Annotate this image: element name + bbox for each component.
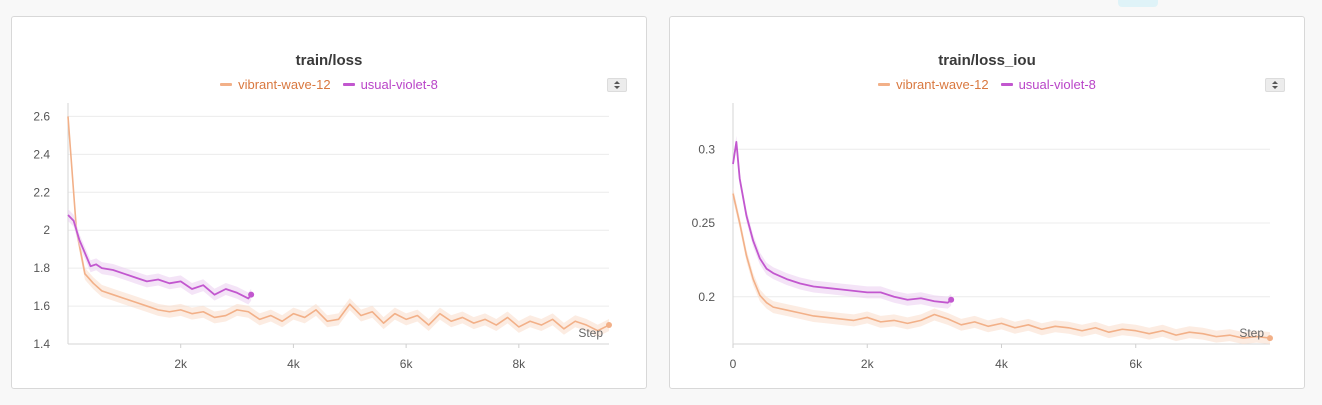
y-tick-label: 1.4 bbox=[33, 337, 50, 351]
series-end-point bbox=[248, 291, 255, 298]
y-tick-label: 0.2 bbox=[698, 290, 715, 304]
legend-item-usual-violet-8[interactable]: usual-violet-8 bbox=[1000, 77, 1096, 92]
series-end-point bbox=[948, 296, 955, 303]
y-tick-label: 0.3 bbox=[698, 142, 715, 156]
y-tick-label: 2.6 bbox=[33, 109, 50, 123]
y-tick-label: 2 bbox=[43, 223, 50, 237]
series-band-usual-violet-8 bbox=[68, 209, 252, 305]
x-tick-label: 6k bbox=[400, 357, 414, 371]
legend-sort-button[interactable] bbox=[1265, 78, 1285, 92]
legend-swatch-vibrant bbox=[220, 83, 233, 86]
tab-indicator bbox=[1118, 0, 1158, 7]
legend-label: vibrant-wave-12 bbox=[896, 77, 989, 92]
legend-item-usual-violet-8[interactable]: usual-violet-8 bbox=[342, 77, 438, 92]
x-tick-label: 4k bbox=[287, 357, 301, 371]
series-line-vibrant-wave-12 bbox=[732, 193, 1271, 339]
x-tick-label: 4k bbox=[995, 357, 1009, 371]
legend-label: usual-violet-8 bbox=[1018, 77, 1096, 92]
series-band-vibrant-wave-12 bbox=[733, 187, 1270, 345]
y-tick-label: 1.8 bbox=[33, 261, 50, 275]
x-tick-label: 8k bbox=[512, 357, 526, 371]
series-line-usual-violet-8 bbox=[67, 214, 252, 300]
series-end-point bbox=[606, 322, 612, 329]
y-tick-label: 2.4 bbox=[33, 147, 50, 161]
chart-plot-area[interactable]: 1.4 1.6 1.8 2 2.2 2.4 2.6 2k 4k 6k 8k Step bbox=[12, 17, 648, 390]
x-tick-label: 2k bbox=[174, 357, 188, 371]
series-band-usual-violet-8 bbox=[733, 135, 952, 309]
legend-swatch-vibrant bbox=[878, 83, 891, 86]
x-axis-label: Step bbox=[578, 326, 603, 340]
chart-legend: vibrant-wave-12 usual-violet-8 bbox=[670, 77, 1304, 92]
series-line-usual-violet-8 bbox=[732, 140, 952, 304]
legend-swatch-violet bbox=[1000, 83, 1013, 86]
legend-item-vibrant-wave-12[interactable]: vibrant-wave-12 bbox=[878, 77, 989, 92]
series-band-vibrant-wave-12 bbox=[68, 110, 609, 337]
chart-plot-area[interactable]: 0.2 0.25 0.3 0 2k 4k 6k Step bbox=[670, 17, 1306, 390]
chart-panel-train-loss: train/loss vibrant-wave-12 usual-violet-… bbox=[11, 16, 647, 389]
legend-sort-button[interactable] bbox=[607, 78, 627, 92]
chart-title: train/loss_iou bbox=[938, 52, 1036, 69]
y-tick-label: 0.25 bbox=[692, 216, 716, 230]
x-tick-label: 0 bbox=[730, 357, 737, 371]
chart-legend: vibrant-wave-12 usual-violet-8 bbox=[12, 77, 646, 92]
y-tick-label: 2.2 bbox=[33, 185, 50, 199]
sort-arrows-icon bbox=[614, 81, 620, 89]
x-tick-label: 2k bbox=[861, 357, 875, 371]
legend-label: usual-violet-8 bbox=[360, 77, 438, 92]
legend-item-vibrant-wave-12[interactable]: vibrant-wave-12 bbox=[220, 77, 331, 92]
legend-swatch-violet bbox=[342, 83, 355, 86]
y-tick-label: 1.6 bbox=[33, 299, 50, 313]
chart-panel-train-loss-iou: train/loss_iou vibrant-wave-12 usual-vio… bbox=[669, 16, 1305, 389]
chart-title: train/loss bbox=[295, 52, 363, 69]
x-tick-label: 6k bbox=[1129, 357, 1143, 371]
legend-label: vibrant-wave-12 bbox=[238, 77, 331, 92]
series-line-vibrant-wave-12 bbox=[67, 116, 610, 332]
x-axis-label: Step bbox=[1239, 326, 1264, 340]
sort-arrows-icon bbox=[1272, 81, 1278, 89]
series-end-point bbox=[1267, 335, 1273, 342]
